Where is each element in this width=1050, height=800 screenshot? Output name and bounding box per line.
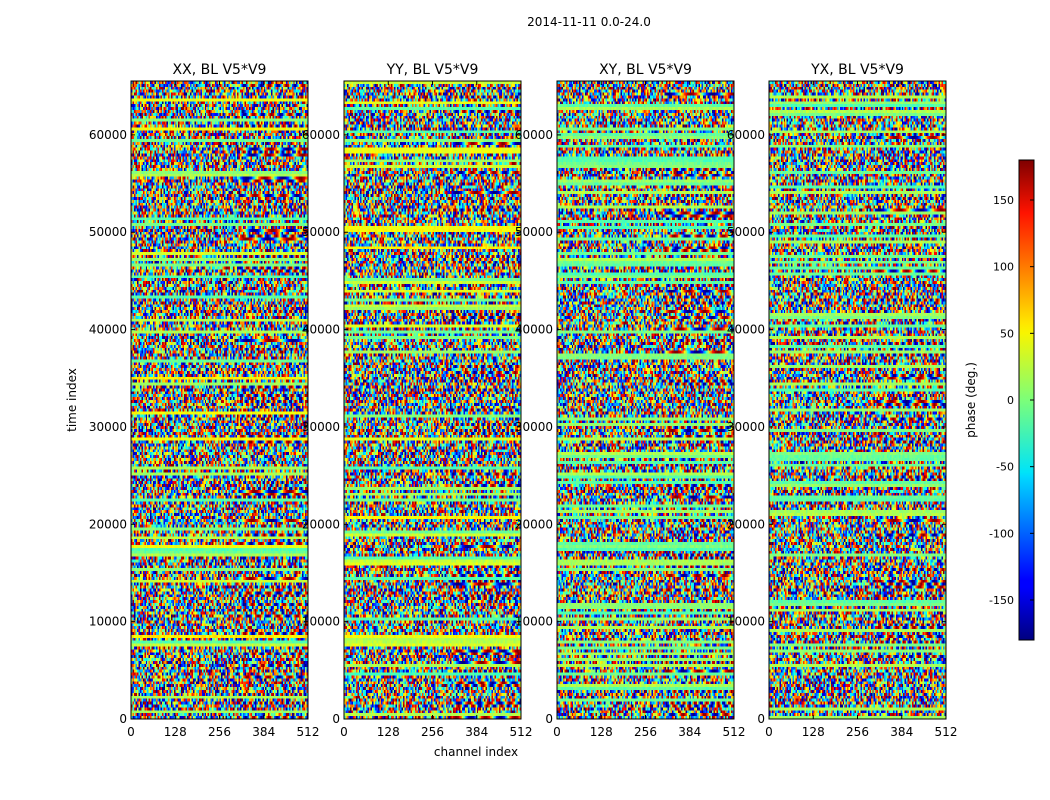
y-tick-label: 50000: [727, 225, 765, 239]
panel-xx: XX, BL V5*V9 0 128 256 384 512 0 10000 20000 3000…: [89, 62, 320, 739]
x-tick-label: 256: [846, 725, 869, 739]
y-tick-label: 30000: [727, 420, 765, 434]
x-tick-label: 128: [590, 725, 613, 739]
x-tick-label: 0: [127, 725, 135, 739]
panel-yy-heatmap: [344, 81, 521, 719]
y-tick-label: 60000: [302, 128, 340, 142]
panel-xx-title: XX, BL V5*V9: [173, 62, 267, 78]
figure-suptitle: 2014-11-11 0.0-24.0: [527, 15, 651, 29]
panel-yx: YX, BL V5*V9 0 128 256 384 512 0 10000 20000 3000…: [727, 62, 958, 739]
y-tick-label: 50000: [89, 225, 127, 239]
y-tick-label: 10000: [302, 615, 340, 629]
colorbar-tick-label: -100: [989, 527, 1014, 540]
y-tick-label: 10000: [515, 615, 553, 629]
y-tick-label: 20000: [89, 517, 127, 531]
panel-yx-heatmap: [769, 81, 946, 719]
y-tick-label: 60000: [89, 128, 127, 142]
x-axis-label: channel index: [434, 745, 518, 759]
x-tick-label: 128: [802, 725, 825, 739]
x-tick-label: 0: [765, 725, 773, 739]
x-tick-label: 384: [465, 725, 488, 739]
y-tick-label: 20000: [727, 517, 765, 531]
panel-xy: XY, BL V5*V9 0 128 256 384 512 0 10000 20000 3000…: [515, 62, 746, 739]
x-tick-label: 512: [723, 725, 746, 739]
x-tick-label: 0: [340, 725, 348, 739]
x-tick-label: 384: [890, 725, 913, 739]
panels: XX, BL V5*V9 0 128 256 384 512 0 10000 20000 3000…: [89, 62, 958, 739]
y-tick-label: 0: [757, 712, 765, 726]
y-tick-label: 60000: [515, 128, 553, 142]
y-tick-label: 30000: [302, 420, 340, 434]
x-tick-label: 384: [678, 725, 701, 739]
x-tick-label: 256: [634, 725, 657, 739]
panel-yy: YY, BL V5*V9 0 128 256 384 512 0 10000 20000 3000…: [302, 62, 533, 739]
panel-yx-title: YX, BL V5*V9: [810, 62, 904, 78]
panel-xy-title: XY, BL V5*V9: [599, 62, 692, 78]
y-tick-label: 30000: [515, 420, 553, 434]
colorbar-tick-label: -50: [996, 461, 1014, 474]
colorbar-tick-label: 100: [993, 261, 1014, 274]
x-tick-label: 256: [208, 725, 231, 739]
y-tick-label: 20000: [302, 517, 340, 531]
colorbar-ticks: 150 100 50 0 -50 -100 -150: [989, 194, 1034, 607]
x-tick-label: 128: [377, 725, 400, 739]
x-tick-label: 128: [164, 725, 187, 739]
y-tick-label: 10000: [89, 615, 127, 629]
colorbar-tick-label: -150: [989, 594, 1014, 607]
y-tick-label: 60000: [727, 128, 765, 142]
x-tick-label: 256: [421, 725, 444, 739]
y-tick-label: 10000: [727, 615, 765, 629]
colorbar-tick-label: 50: [1000, 327, 1014, 340]
panel-xy-heatmap: [557, 81, 734, 719]
y-tick-label: 20000: [515, 517, 553, 531]
colorbar-tick-label: 0: [1007, 394, 1014, 407]
y-tick-label: 40000: [515, 323, 553, 337]
y-tick-label: 40000: [727, 323, 765, 337]
y-tick-label: 50000: [515, 225, 553, 239]
x-tick-label: 384: [252, 725, 275, 739]
x-tick-label: 512: [510, 725, 533, 739]
x-tick-label: 0: [553, 725, 561, 739]
colorbar-tick-label: 150: [993, 194, 1014, 207]
panel-xx-heatmap: [131, 81, 308, 719]
y-tick-label: 30000: [89, 420, 127, 434]
y-tick-label: 0: [545, 712, 553, 726]
y-tick-label: 50000: [302, 225, 340, 239]
colorbar: 150 100 50 0 -50 -100 -150 phase (deg.): [964, 159, 1035, 641]
x-tick-label: 512: [935, 725, 958, 739]
y-tick-label: 0: [119, 712, 127, 726]
y-tick-label: 40000: [89, 323, 127, 337]
y-tick-label: 0: [332, 712, 340, 726]
y-tick-label: 40000: [302, 323, 340, 337]
colorbar-label: phase (deg.): [964, 362, 978, 438]
x-tick-label: 512: [297, 725, 320, 739]
panel-yy-title: YY, BL V5*V9: [386, 62, 479, 78]
y-axis-label: time index: [65, 368, 79, 432]
